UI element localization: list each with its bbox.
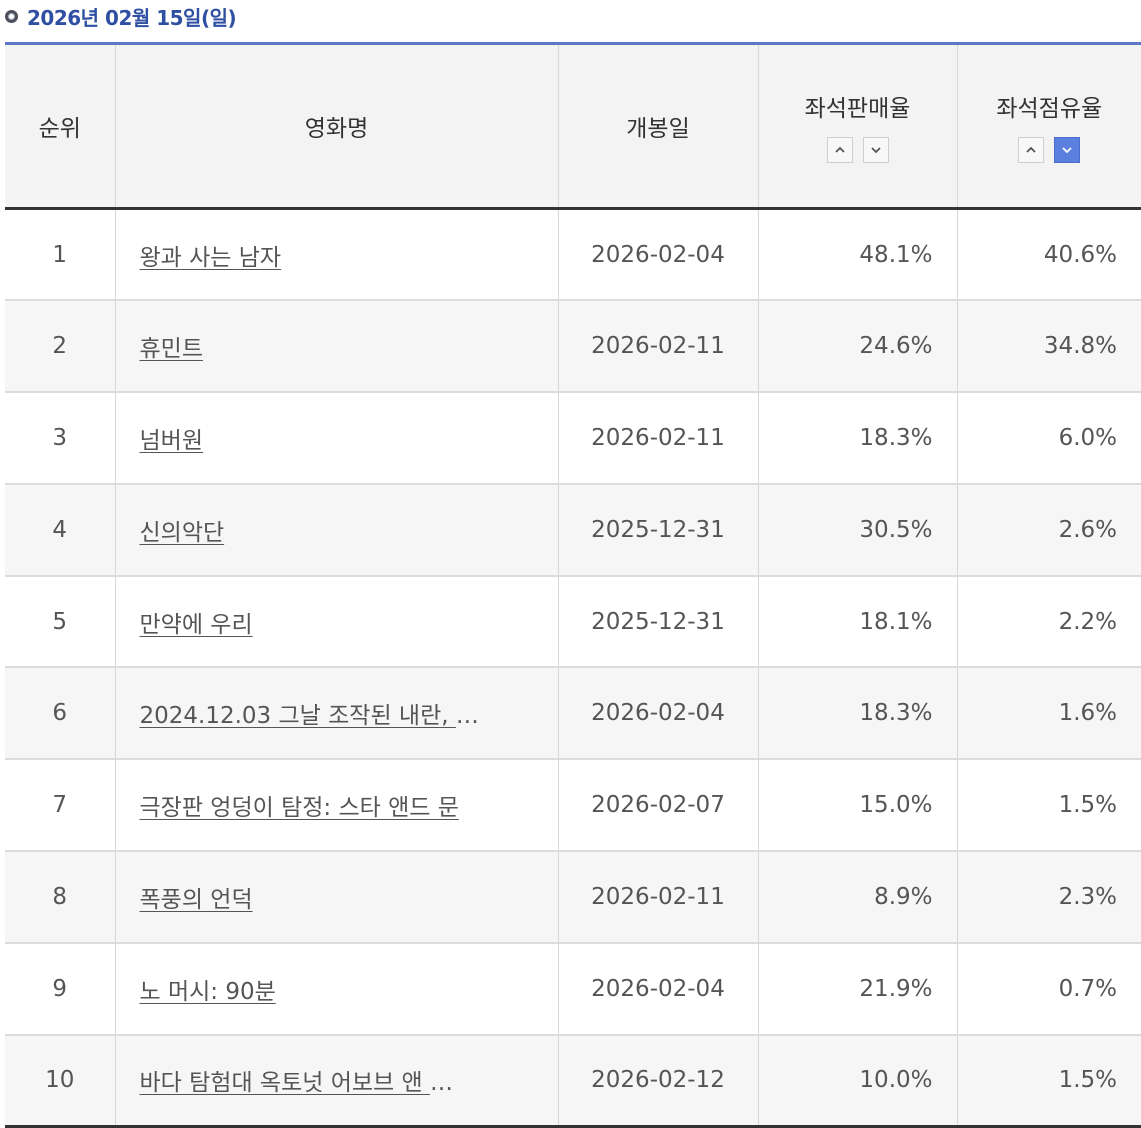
- sales-rate-cell: 18.3%: [757, 666, 957, 760]
- share-rate-cell: 40.6%: [956, 208, 1141, 301]
- sales-rate-cell: 21.9%: [757, 941, 957, 1035]
- title-cell: 폭풍의 언덕: [114, 850, 558, 943]
- movie-title-link[interactable]: 휴민트: [139, 336, 203, 363]
- column-label-rank: 순위: [38, 116, 81, 142]
- share-rate-sort-asc-button[interactable]: [1018, 137, 1045, 163]
- share-rate-sort-desc-button[interactable]: [1054, 137, 1081, 163]
- open-date-cell: 2026-02-11: [557, 850, 758, 943]
- rank-cell: 10: [5, 1033, 115, 1128]
- title-cell: 왕과 사는 남자: [114, 208, 558, 301]
- circle-bullet-icon: [5, 9, 18, 23]
- rank-cell: 6: [5, 666, 115, 760]
- movie-title-link[interactable]: 극장판 엉덩이 탐정: 스타 앤드 문: [139, 795, 459, 822]
- chevron-down-icon: [1062, 147, 1072, 154]
- share-rate-cell: 6.0%: [956, 391, 1141, 484]
- movie-title-link[interactable]: 노 머시: 90분: [139, 978, 276, 1005]
- chevron-down-icon: [870, 147, 881, 154]
- rank-cell: 2: [5, 299, 115, 393]
- column-header-share-rate: 좌석점유율: [956, 42, 1141, 210]
- title-ellipsis: …: [455, 703, 479, 730]
- movie-title-link[interactable]: 신의악단: [139, 519, 225, 546]
- share-rate-sort-controls: [958, 137, 1141, 163]
- sales-rate-sort-asc-button[interactable]: [826, 137, 853, 163]
- column-header-sales-rate: 좌석판매율: [757, 42, 957, 210]
- title-cell: 만약에 우리: [114, 574, 558, 668]
- column-label-title: 영화명: [304, 116, 369, 142]
- movie-title-link[interactable]: 왕과 사는 남자: [139, 244, 282, 271]
- share-rate-cell: 0.7%: [956, 941, 1141, 1035]
- movie-title-link[interactable]: 만약에 우리: [139, 611, 253, 638]
- date-title: 2026년 02월 15일(일): [27, 5, 237, 30]
- sales-rate-cell: 24.6%: [757, 299, 957, 393]
- title-cell: 넘버원: [114, 391, 558, 484]
- share-rate-cell: 1.5%: [956, 1033, 1141, 1128]
- column-label-sales-rate: 좌석판매율: [804, 96, 911, 122]
- rank-cell: 9: [5, 941, 115, 1035]
- sales-rate-cell: 8.9%: [757, 850, 957, 943]
- table-row: 6 2024.12.03 그날 조작된 내란, … 2026-02-04 18.…: [5, 666, 1141, 760]
- sales-rate-cell: 30.5%: [757, 482, 957, 576]
- title-cell: 극장판 엉덩이 탐정: 스타 앤드 문: [114, 758, 558, 852]
- share-rate-cell: 34.8%: [956, 299, 1141, 393]
- chevron-up-icon: [834, 146, 845, 153]
- sales-rate-sort-desc-button[interactable]: [862, 137, 889, 163]
- movie-title-link[interactable]: 넘버원: [139, 427, 203, 454]
- sales-rate-cell: 18.1%: [757, 574, 957, 668]
- rank-cell: 4: [5, 482, 115, 576]
- open-date-cell: 2026-02-11: [557, 391, 758, 484]
- sales-rate-cell: 10.0%: [757, 1033, 957, 1128]
- column-label-open-date: 개봉일: [626, 116, 690, 142]
- table-row: 4 신의악단 2025-12-31 30.5% 2.6%: [5, 482, 1141, 576]
- rank-cell: 8: [5, 850, 115, 943]
- rank-cell: 3: [5, 391, 115, 484]
- column-header-open-date: 개봉일: [557, 42, 758, 210]
- share-rate-cell: 1.6%: [956, 666, 1141, 760]
- title-cell: 2024.12.03 그날 조작된 내란, …: [114, 666, 558, 760]
- movie-title-link[interactable]: 바다 탐험대 옥토넛 어보브 앤: [139, 1070, 430, 1097]
- table-row: 3 넘버원 2026-02-11 18.3% 6.0%: [5, 391, 1141, 484]
- movie-title-link[interactable]: 폭풍의 언덕: [139, 886, 253, 913]
- box-office-table: 순위 영화명 개봉일 좌석판매율 좌석점유율: [5, 42, 1141, 1128]
- chevron-up-icon: [1026, 146, 1036, 153]
- column-header-title: 영화명: [114, 42, 558, 210]
- rank-cell: 5: [5, 574, 115, 668]
- table-row: 10 바다 탐험대 옥토넛 어보브 앤 … 2026-02-12 10.0% 1…: [5, 1033, 1141, 1128]
- table-row: 8 폭풍의 언덕 2026-02-11 8.9% 2.3%: [5, 850, 1141, 943]
- share-rate-cell: 2.6%: [956, 482, 1141, 576]
- share-rate-cell: 2.2%: [956, 574, 1141, 668]
- column-header-rank: 순위: [5, 42, 115, 210]
- title-ellipsis: …: [429, 1070, 453, 1097]
- table-row: 9 노 머시: 90분 2026-02-04 21.9% 0.7%: [5, 941, 1141, 1035]
- title-cell: 휴민트: [114, 299, 558, 393]
- title-cell: 신의악단: [114, 482, 558, 576]
- table-row: 5 만약에 우리 2025-12-31 18.1% 2.2%: [5, 574, 1141, 668]
- sales-rate-cell: 18.3%: [757, 391, 957, 484]
- column-label-share-rate: 좌석점유율: [996, 96, 1103, 122]
- share-rate-cell: 2.3%: [956, 850, 1141, 943]
- title-cell: 노 머시: 90분: [114, 941, 558, 1035]
- table-header-row: 순위 영화명 개봉일 좌석판매율 좌석점유율: [5, 42, 1141, 210]
- date-header: 2026년 02월 15일(일): [5, 2, 237, 30]
- open-date-cell: 2026-02-04: [557, 666, 758, 760]
- sales-rate-sort-controls: [759, 137, 957, 163]
- table-row: 7 극장판 엉덩이 탐정: 스타 앤드 문 2026-02-07 15.0% 1…: [5, 758, 1141, 852]
- open-date-cell: 2025-12-31: [557, 482, 758, 576]
- open-date-cell: 2026-02-04: [557, 941, 758, 1035]
- sales-rate-cell: 15.0%: [757, 758, 957, 852]
- open-date-cell: 2026-02-12: [557, 1033, 758, 1128]
- rank-cell: 1: [52, 241, 68, 268]
- table-row: 1 왕과 사는 남자 2026-02-04 48.1% 40.6%: [5, 208, 1141, 301]
- share-rate-cell: 1.5%: [956, 758, 1141, 852]
- open-date-cell: 2026-02-11: [557, 299, 758, 393]
- table-row: 2 휴민트 2026-02-11 24.6% 34.8%: [5, 299, 1141, 393]
- open-date-cell: 2026-02-07: [557, 758, 758, 852]
- sales-rate-cell: 48.1%: [757, 208, 957, 301]
- open-date-cell: 2025-12-31: [557, 574, 758, 668]
- movie-title-link[interactable]: 2024.12.03 그날 조작된 내란,: [139, 703, 456, 730]
- open-date-cell: 2026-02-04: [557, 208, 758, 301]
- rank-cell: 7: [5, 758, 115, 852]
- title-cell: 바다 탐험대 옥토넛 어보브 앤 …: [114, 1033, 558, 1128]
